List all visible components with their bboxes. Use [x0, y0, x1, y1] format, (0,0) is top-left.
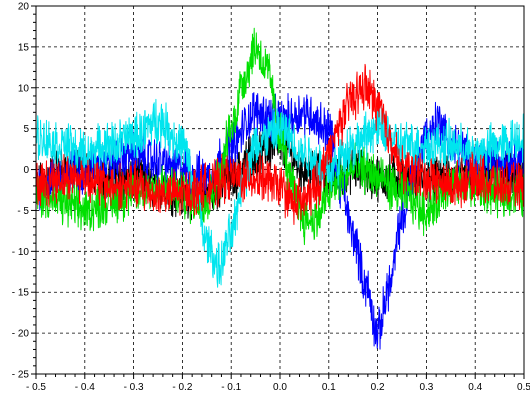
- x-tick-label: - 0.2: [172, 382, 192, 393]
- x-tick-label: 0.1: [322, 382, 336, 393]
- series-line-3: [36, 98, 524, 288]
- y-tick-label: 5: [23, 124, 29, 135]
- y-tick-label: 15: [18, 42, 30, 53]
- series-layer: [36, 27, 524, 350]
- x-tick-label: 0.5: [517, 382, 530, 393]
- series-line-4: [36, 63, 524, 226]
- x-tick-label: - 0.3: [124, 382, 144, 393]
- x-tick-label: - 0.5: [26, 382, 46, 393]
- x-axis-tick-labels: - 0.5 - 0.4 - 0.3 - 0.2 - 0.1 0.0 0.1 0.2 0.3 0.4…: [26, 382, 530, 393]
- axis-ticks: [31, 5, 525, 379]
- y-tick-label: - 15: [12, 288, 30, 299]
- y-tick-label: 0: [23, 165, 29, 176]
- x-tick-label: 0.3: [419, 382, 433, 393]
- y-tick-label: - 20: [12, 329, 30, 340]
- y-tick-label: - 10: [12, 247, 30, 258]
- x-tick-label: - 0.1: [221, 382, 241, 393]
- y-tick-label: - 5: [17, 206, 29, 217]
- x-tick-label: 0.4: [468, 382, 482, 393]
- x-tick-label: - 0.4: [75, 382, 95, 393]
- x-tick-label: 0.2: [371, 382, 385, 393]
- y-tick-label: - 25: [12, 370, 30, 381]
- y-tick-label: 20: [18, 2, 30, 13]
- grid-lines: [36, 6, 524, 374]
- y-tick-label: 10: [18, 83, 30, 94]
- y-axis-tick-labels: 20 15 10 5 0 - 5 - 10 - 15 - 20 - 25: [12, 2, 30, 381]
- x-tick-label: 0.0: [273, 382, 287, 393]
